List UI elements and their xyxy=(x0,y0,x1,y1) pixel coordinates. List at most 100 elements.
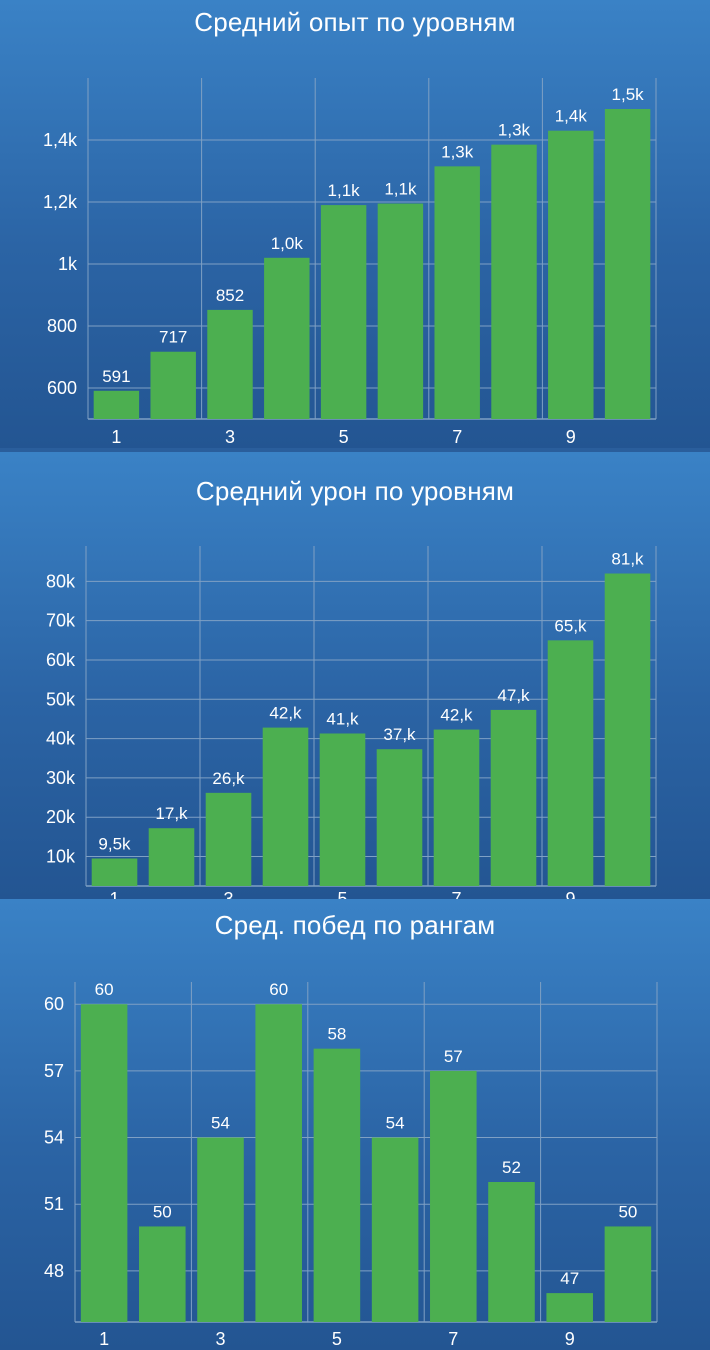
chart-title: Средний опыт по уровням xyxy=(194,7,516,37)
x-tick-label: 7 xyxy=(451,889,461,899)
y-tick-label: 70k xyxy=(46,611,76,631)
x-tick-label: 7 xyxy=(448,1329,458,1349)
bar xyxy=(93,390,140,419)
data-label: 47 xyxy=(560,1269,579,1288)
data-label: 42,k xyxy=(269,704,302,723)
data-label: 50 xyxy=(618,1202,637,1221)
data-label: 26,k xyxy=(212,769,245,788)
data-label: 591 xyxy=(102,367,130,386)
x-tick-label: 3 xyxy=(225,427,235,447)
data-label: 852 xyxy=(216,286,244,305)
y-tick-label: 20k xyxy=(46,807,76,827)
y-tick-label: 800 xyxy=(47,316,77,336)
y-tick-label: 10k xyxy=(46,847,76,867)
x-tick-label: 1 xyxy=(109,889,119,899)
bar xyxy=(490,709,537,886)
data-label: 37,k xyxy=(383,725,416,744)
data-label: 17,k xyxy=(155,804,188,823)
x-tick-label: 9 xyxy=(565,1329,575,1349)
bar xyxy=(547,640,594,886)
bar xyxy=(139,1226,186,1322)
bar xyxy=(604,573,651,886)
data-label: 41,k xyxy=(326,709,359,728)
y-tick-label: 50k xyxy=(46,689,76,709)
x-tick-label: 1 xyxy=(99,1329,109,1349)
bar xyxy=(548,130,594,419)
x-tick-label: 5 xyxy=(337,889,347,899)
chart-title: Средний урон по уровням xyxy=(195,476,515,506)
data-label: 58 xyxy=(327,1025,346,1044)
x-tick-label: 9 xyxy=(566,427,576,447)
bar xyxy=(376,749,423,886)
y-tick-label: 1,4k xyxy=(43,130,78,150)
x-tick-label: 9 xyxy=(565,889,575,899)
data-label: 65,k xyxy=(554,616,587,635)
bar xyxy=(488,1182,535,1322)
bar xyxy=(313,1048,361,1322)
chart-panel-wins: Сред. побед по рангам 48 51 54 57 60 60 50 54 60… xyxy=(0,899,710,1350)
data-label: 60 xyxy=(95,980,114,999)
data-label: 717 xyxy=(159,328,187,347)
data-label: 1,4k xyxy=(555,107,588,126)
data-label: 81,k xyxy=(611,550,644,569)
bar xyxy=(604,1226,652,1322)
x-tick-label: 5 xyxy=(339,427,349,447)
bar xyxy=(491,144,537,419)
data-label: 54 xyxy=(386,1114,405,1133)
bar xyxy=(546,1293,593,1322)
data-label: 47,k xyxy=(497,686,530,705)
y-tick-label: 60 xyxy=(44,994,64,1014)
bar xyxy=(207,309,253,419)
bar xyxy=(80,1004,128,1322)
chart-title: Сред. побед по рангам xyxy=(214,910,496,940)
y-tick-label: 48 xyxy=(44,1261,64,1281)
bar xyxy=(150,351,196,419)
y-tick-label: 1k xyxy=(58,254,78,274)
data-label: 42,k xyxy=(440,706,473,725)
data-label: 54 xyxy=(211,1114,230,1133)
y-tick-label: 60k xyxy=(46,650,76,670)
x-tick-label: 5 xyxy=(332,1329,342,1349)
y-tick-label: 80k xyxy=(46,571,76,591)
data-label: 1,3k xyxy=(441,142,474,161)
y-tick-label: 600 xyxy=(47,378,77,398)
data-label: 57 xyxy=(444,1047,463,1066)
bar xyxy=(430,1070,477,1322)
data-label: 1,1k xyxy=(328,181,361,200)
data-label: 1,1k xyxy=(384,180,417,199)
y-tick-label: 54 xyxy=(44,1128,64,1148)
data-label: 1,0k xyxy=(271,234,304,253)
y-tick-label: 40k xyxy=(46,729,76,749)
bar xyxy=(371,1137,419,1322)
chart-panel-damage: Средний урон по уровням 10k 20k 30k 40k 50k 6… xyxy=(0,452,710,899)
bar xyxy=(377,203,424,419)
data-label: 9,5k xyxy=(98,834,131,853)
bar xyxy=(91,858,138,886)
bar xyxy=(264,257,310,419)
data-label: 1,3k xyxy=(498,121,531,140)
data-label: 1,5k xyxy=(612,85,645,104)
bar xyxy=(262,727,309,886)
bar xyxy=(319,733,366,886)
x-tick-label: 7 xyxy=(452,427,462,447)
x-tick-label: 1 xyxy=(111,427,121,447)
bar xyxy=(320,205,367,419)
chart-panel-xp: Средний опыт по уровням 600 800 1k 1,2k 1,4k… xyxy=(0,0,710,448)
data-label: 52 xyxy=(502,1158,521,1177)
bar xyxy=(255,1004,302,1322)
data-label: 60 xyxy=(269,980,288,999)
y-tick-label: 1,2k xyxy=(43,192,78,212)
y-tick-label: 51 xyxy=(44,1194,64,1214)
y-tick-label: 30k xyxy=(46,768,76,788)
bar xyxy=(433,729,480,886)
bar xyxy=(197,1137,244,1322)
y-tick-label: 57 xyxy=(44,1061,64,1081)
bar xyxy=(434,166,480,419)
x-tick-label: 3 xyxy=(215,1329,225,1349)
bar xyxy=(205,792,252,886)
x-tick-label: 3 xyxy=(223,889,233,899)
chart-damage: 10k 20k 30k 40k 50k 60k 70k 80k 9,5k 17,k 26,k 42,k… xyxy=(46,546,657,899)
bar xyxy=(148,828,195,886)
